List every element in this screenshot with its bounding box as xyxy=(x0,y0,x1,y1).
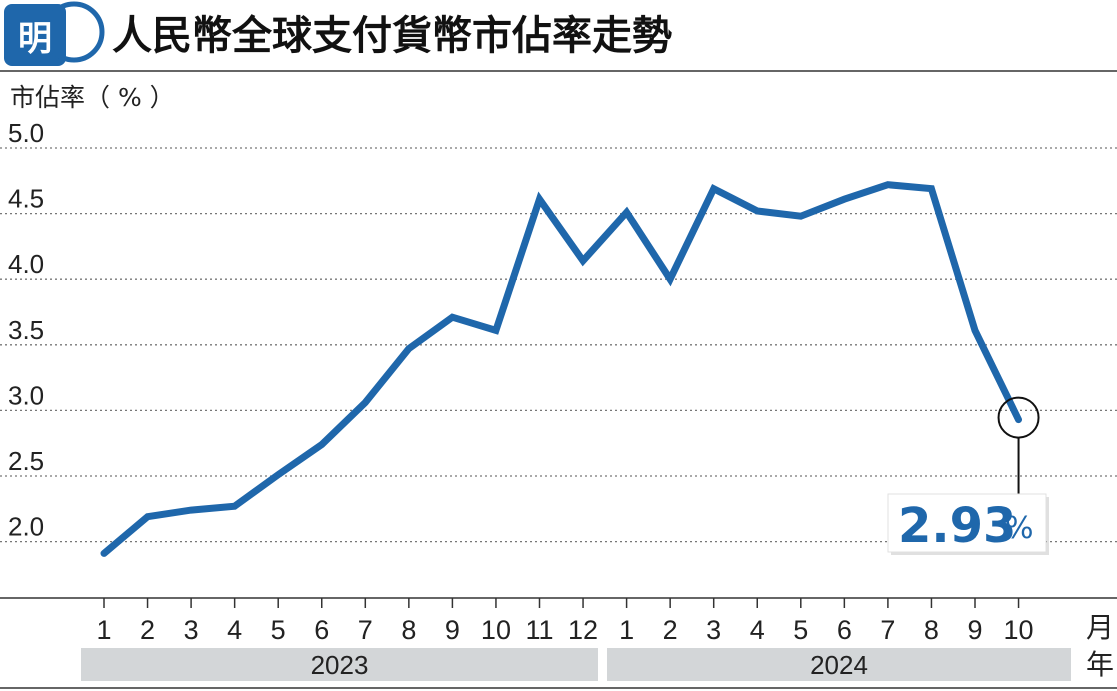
year-band xyxy=(81,648,598,681)
chart-title: 人民幣全球支付貨幣市佔率走勢 xyxy=(112,13,672,59)
x-tick-label: 6 xyxy=(837,615,852,645)
x-ticks: 1 2 3 4 5 6 7 8 9 10 11 12 1 2 3 4 5 6 7 8 9 10 xyxy=(96,598,1034,645)
data-point xyxy=(842,197,847,202)
data-point xyxy=(798,214,803,219)
x-tick-label: 9 xyxy=(967,615,982,645)
x-tick-label: 6 xyxy=(314,615,329,645)
callout-unit: % xyxy=(1005,511,1034,546)
x-tick-label: 3 xyxy=(184,615,199,645)
data-point xyxy=(929,186,934,191)
x-tick-label: 10 xyxy=(1004,615,1034,645)
data-point xyxy=(406,346,411,351)
x-tick-label: 8 xyxy=(401,615,416,645)
data-point xyxy=(581,258,586,263)
callout-box xyxy=(887,493,1047,553)
data-point xyxy=(1016,417,1021,422)
callout: 2.93% xyxy=(887,396,1049,555)
data-point xyxy=(885,182,890,187)
data-point xyxy=(755,208,760,213)
year-label: 2024 xyxy=(810,650,868,680)
grid xyxy=(0,147,1117,543)
data-point xyxy=(276,472,281,477)
y-ticks: 5.0 4.5 4.0 3.5 3.0 2.5 2.0 xyxy=(8,118,44,542)
data-point xyxy=(102,551,106,556)
x-tick-label: 5 xyxy=(793,615,808,645)
x-tick-label: 12 xyxy=(568,615,598,645)
x-tick-label: 4 xyxy=(227,615,242,645)
logo-ring xyxy=(43,1,105,63)
y-tick-label: 5.0 xyxy=(8,118,44,148)
x-axis-year-label: 年 xyxy=(1086,648,1114,681)
y-axis-label: 市佔率（ % ） xyxy=(10,83,175,112)
callout-value: 2.93 xyxy=(898,498,1016,554)
x-tick-label: 1 xyxy=(96,615,111,645)
x-tick-label: 10 xyxy=(481,615,511,645)
data-point xyxy=(450,315,455,320)
year-band xyxy=(607,648,1071,681)
data-point xyxy=(711,186,716,191)
data-point xyxy=(973,328,977,333)
series-line xyxy=(100,181,1022,557)
x-tick-label: 9 xyxy=(445,615,460,645)
x-tick-label: 7 xyxy=(358,615,373,645)
y-tick-label: 2.5 xyxy=(8,446,44,476)
x-tick-label: 2 xyxy=(140,615,155,645)
data-point xyxy=(537,197,542,202)
x-tick-label: 11 xyxy=(525,615,553,645)
x-tick-label: 2 xyxy=(663,615,678,645)
x-tick-label: 7 xyxy=(880,615,895,645)
x-tick-label: 8 xyxy=(924,615,939,645)
y-tick-label: 3.0 xyxy=(8,380,44,410)
chart-header: 明 人民幣全球支付貨幣市佔率走勢 xyxy=(0,1,1117,72)
x-tick-label: 1 xyxy=(619,615,634,645)
data-point xyxy=(668,277,673,282)
data-point xyxy=(145,514,150,519)
data-point xyxy=(189,508,194,513)
data-point xyxy=(319,442,324,447)
x-axis-month-label: 月 xyxy=(1086,611,1114,644)
y-tick-label: 2.0 xyxy=(8,512,44,542)
y-tick-label: 4.0 xyxy=(8,249,44,279)
x-tick-label: 3 xyxy=(706,615,721,645)
y-tick-label: 4.5 xyxy=(8,184,44,214)
year-bands: 2023 2024 xyxy=(81,648,1071,681)
data-point xyxy=(232,504,237,509)
x-tick-label: 5 xyxy=(271,615,286,645)
logo-text: 明 xyxy=(18,19,52,59)
data-point xyxy=(493,328,498,333)
x-tick-label: 4 xyxy=(750,615,765,645)
data-point xyxy=(363,400,368,405)
y-tick-label: 3.5 xyxy=(8,315,44,345)
series-layer xyxy=(100,181,1022,557)
data-point xyxy=(624,210,629,215)
year-label: 2023 xyxy=(311,650,369,680)
